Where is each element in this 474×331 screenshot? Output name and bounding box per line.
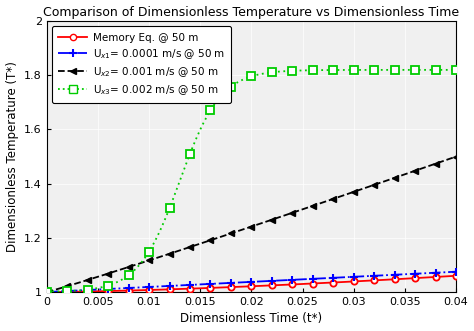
Legend: Memory Eq. @ 50 m, U$_{x1}$= 0.0001 m/s @ 50 m, U$_{x2}$= 0.001 m/s @ 50 m, U$_{: Memory Eq. @ 50 m, U$_{x1}$= 0.0001 m/s … [52, 26, 231, 103]
Y-axis label: Dimensionless Temperature (T*): Dimensionless Temperature (T*) [6, 61, 18, 252]
X-axis label: Dimensionless Time (t*): Dimensionless Time (t*) [180, 312, 322, 325]
Title: Comparison of Dimensionless Temperature vs Dimensionless Time: Comparison of Dimensionless Temperature … [43, 6, 459, 19]
